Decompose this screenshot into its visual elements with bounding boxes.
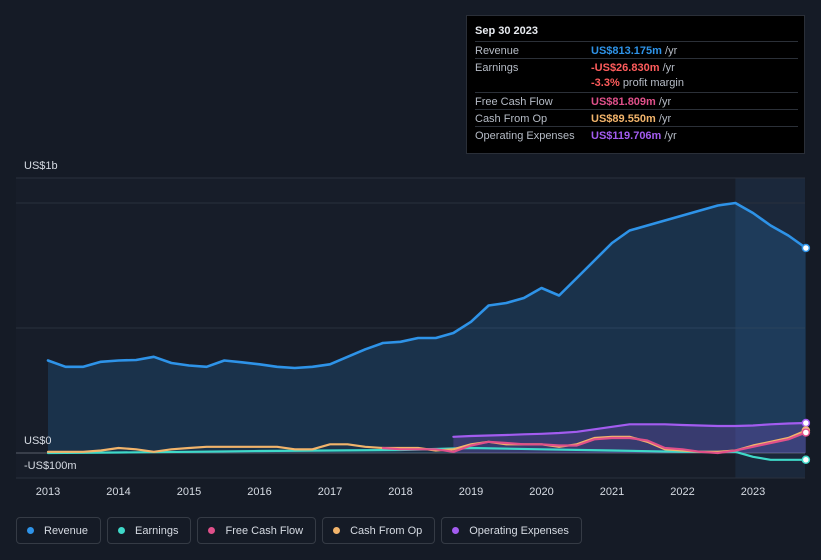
x-tick-label: 2013 bbox=[36, 486, 60, 498]
tooltip-unit: /yr bbox=[658, 113, 672, 125]
data-tooltip: Sep 30 2023 Revenue US$813.175m /yr Earn… bbox=[466, 15, 805, 154]
legend-label: Earnings bbox=[135, 524, 179, 537]
tooltip-label: Revenue bbox=[475, 45, 520, 57]
tooltip-row-fcf: Free Cash Flow US$81.809m /yr bbox=[475, 92, 798, 110]
free-cash-flow-dot-icon bbox=[208, 527, 216, 534]
tooltip-unit: /yr bbox=[662, 62, 675, 74]
revenue-area bbox=[48, 203, 806, 453]
tooltip-label: Operating Expenses bbox=[475, 130, 575, 142]
x-tick-label: 2021 bbox=[600, 486, 624, 498]
legend-label: Revenue bbox=[44, 524, 89, 537]
tooltip-value: US$89.550m bbox=[591, 113, 656, 125]
legend: Revenue Earnings Free Cash Flow Cash Fro… bbox=[16, 517, 582, 544]
tooltip-profit-margin: -3.3% profit margin bbox=[591, 77, 684, 89]
revenue-line bbox=[46, 201, 808, 370]
tooltip-row-cfo: Cash From Op US$89.550m /yr bbox=[475, 109, 798, 127]
legend-label: Operating Expenses bbox=[469, 524, 569, 537]
y-label-bottom: -US$100m bbox=[24, 460, 77, 472]
x-tick-label: 2022 bbox=[670, 486, 694, 498]
x-tick-label: 2019 bbox=[459, 486, 483, 498]
legend-free-cash-flow[interactable]: Free Cash Flow bbox=[197, 517, 317, 544]
profit-margin-value: -3.3% bbox=[591, 77, 620, 89]
free-cash-flow-line bbox=[381, 431, 807, 455]
tooltip-value: -US$26.830m bbox=[591, 62, 660, 74]
x-tick-label: 2017 bbox=[318, 486, 342, 498]
x-tick-label: 2014 bbox=[106, 486, 130, 498]
x-tick-label: 2015 bbox=[177, 486, 201, 498]
tooltip-row-opex: Operating Expenses US$119.706m /yr bbox=[475, 126, 798, 144]
legend-cash-from-op[interactable]: Cash From Op bbox=[322, 517, 436, 544]
profit-margin-text: profit margin bbox=[622, 77, 684, 89]
tooltip-date: Sep 30 2023 bbox=[475, 25, 538, 37]
chart-area: 2013 2014 2015 2016 2017 2018 2019 2020 2021 2022… bbox=[16, 177, 811, 498]
legend-revenue[interactable]: Revenue bbox=[16, 517, 102, 544]
tooltip-label: Earnings bbox=[475, 62, 519, 74]
operating-expenses-dot-icon bbox=[452, 527, 460, 534]
tooltip-value: US$813.175m bbox=[591, 45, 662, 57]
operating-expenses-line bbox=[452, 421, 807, 438]
earnings-end-point bbox=[801, 455, 811, 464]
tooltip-value: US$119.706m bbox=[591, 130, 662, 142]
tooltip-row-earnings: Earnings -US$26.830m /yr bbox=[475, 58, 798, 76]
tooltip-value: US$81.809m bbox=[591, 96, 656, 108]
earnings-line bbox=[46, 446, 807, 461]
tooltip-unit: /yr bbox=[664, 130, 677, 142]
tooltip-unit: /yr bbox=[658, 96, 672, 108]
tooltip-label: Cash From Op bbox=[475, 113, 548, 125]
tooltip-label: Free Cash Flow bbox=[475, 96, 553, 108]
cash-from-op-dot-icon bbox=[333, 527, 341, 534]
revenue-dot-icon bbox=[27, 527, 34, 534]
x-tick-label: 2018 bbox=[388, 486, 412, 498]
operating-expenses-end-point bbox=[801, 418, 811, 428]
tooltip-unit: /yr bbox=[665, 45, 678, 57]
earnings-dot-icon bbox=[118, 527, 126, 534]
legend-operating-expenses[interactable]: Operating Expenses bbox=[441, 517, 582, 544]
tooltip-row-revenue: Revenue US$813.175m /yr bbox=[475, 41, 798, 59]
y-label-top: US$1b bbox=[24, 160, 58, 172]
x-tick-label: 2016 bbox=[247, 486, 271, 498]
free-cash-flow-end-point bbox=[801, 428, 811, 437]
x-tick-label: 2023 bbox=[741, 486, 765, 498]
revenue-end-point bbox=[801, 243, 811, 253]
legend-earnings[interactable]: Earnings bbox=[107, 517, 192, 544]
legend-label: Free Cash Flow bbox=[225, 524, 304, 537]
y-label-zero: US$0 bbox=[24, 435, 52, 447]
x-tick-label: 2020 bbox=[529, 486, 553, 498]
legend-label: Cash From Op bbox=[350, 524, 423, 537]
